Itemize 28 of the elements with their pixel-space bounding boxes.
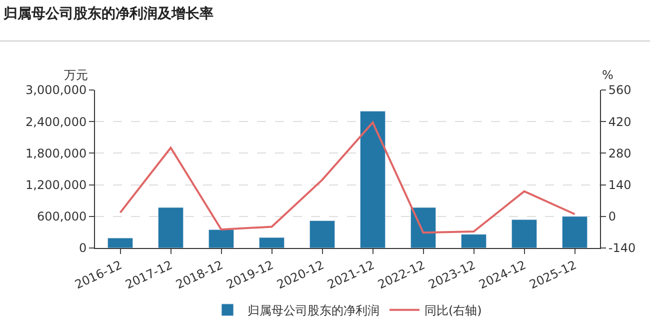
bar bbox=[460, 234, 487, 248]
y-tick-label: 3,000,000 bbox=[26, 83, 87, 98]
line-series bbox=[119, 122, 576, 234]
bar bbox=[158, 207, 184, 248]
y2-tick-label: 560 bbox=[608, 83, 632, 98]
bar bbox=[208, 229, 234, 248]
legend-label: 归属母公司股东的净利润 bbox=[248, 304, 380, 318]
y-tick-label: 1,200,000 bbox=[26, 178, 87, 192]
y-tick-label: 2,400,000 bbox=[26, 114, 87, 129]
y2-axis-title: % bbox=[602, 68, 614, 82]
y2-tick-label: 140 bbox=[608, 178, 632, 192]
bar bbox=[410, 207, 436, 248]
bar bbox=[258, 237, 285, 248]
bar bbox=[107, 238, 134, 248]
y-tick-label: 0 bbox=[78, 241, 87, 256]
bar bbox=[360, 110, 386, 248]
y-tick-label: 600,000 bbox=[36, 210, 87, 224]
y2-tick-label: 280 bbox=[608, 146, 632, 160]
y-axis-title: 万元 bbox=[64, 68, 88, 82]
y2-tick-label: 0 bbox=[608, 210, 616, 224]
chart-title: 归属母公司股东的净利润及增长率 bbox=[2, 5, 214, 22]
y2-tick-label: -140 bbox=[608, 241, 636, 256]
bar bbox=[511, 219, 538, 248]
y2-tick-label: 420 bbox=[608, 114, 632, 129]
y-tick-label: 1,800,000 bbox=[26, 146, 87, 160]
bar bbox=[309, 220, 336, 248]
bar bbox=[562, 216, 588, 248]
legend-label: 同比(右轴) bbox=[424, 304, 482, 318]
